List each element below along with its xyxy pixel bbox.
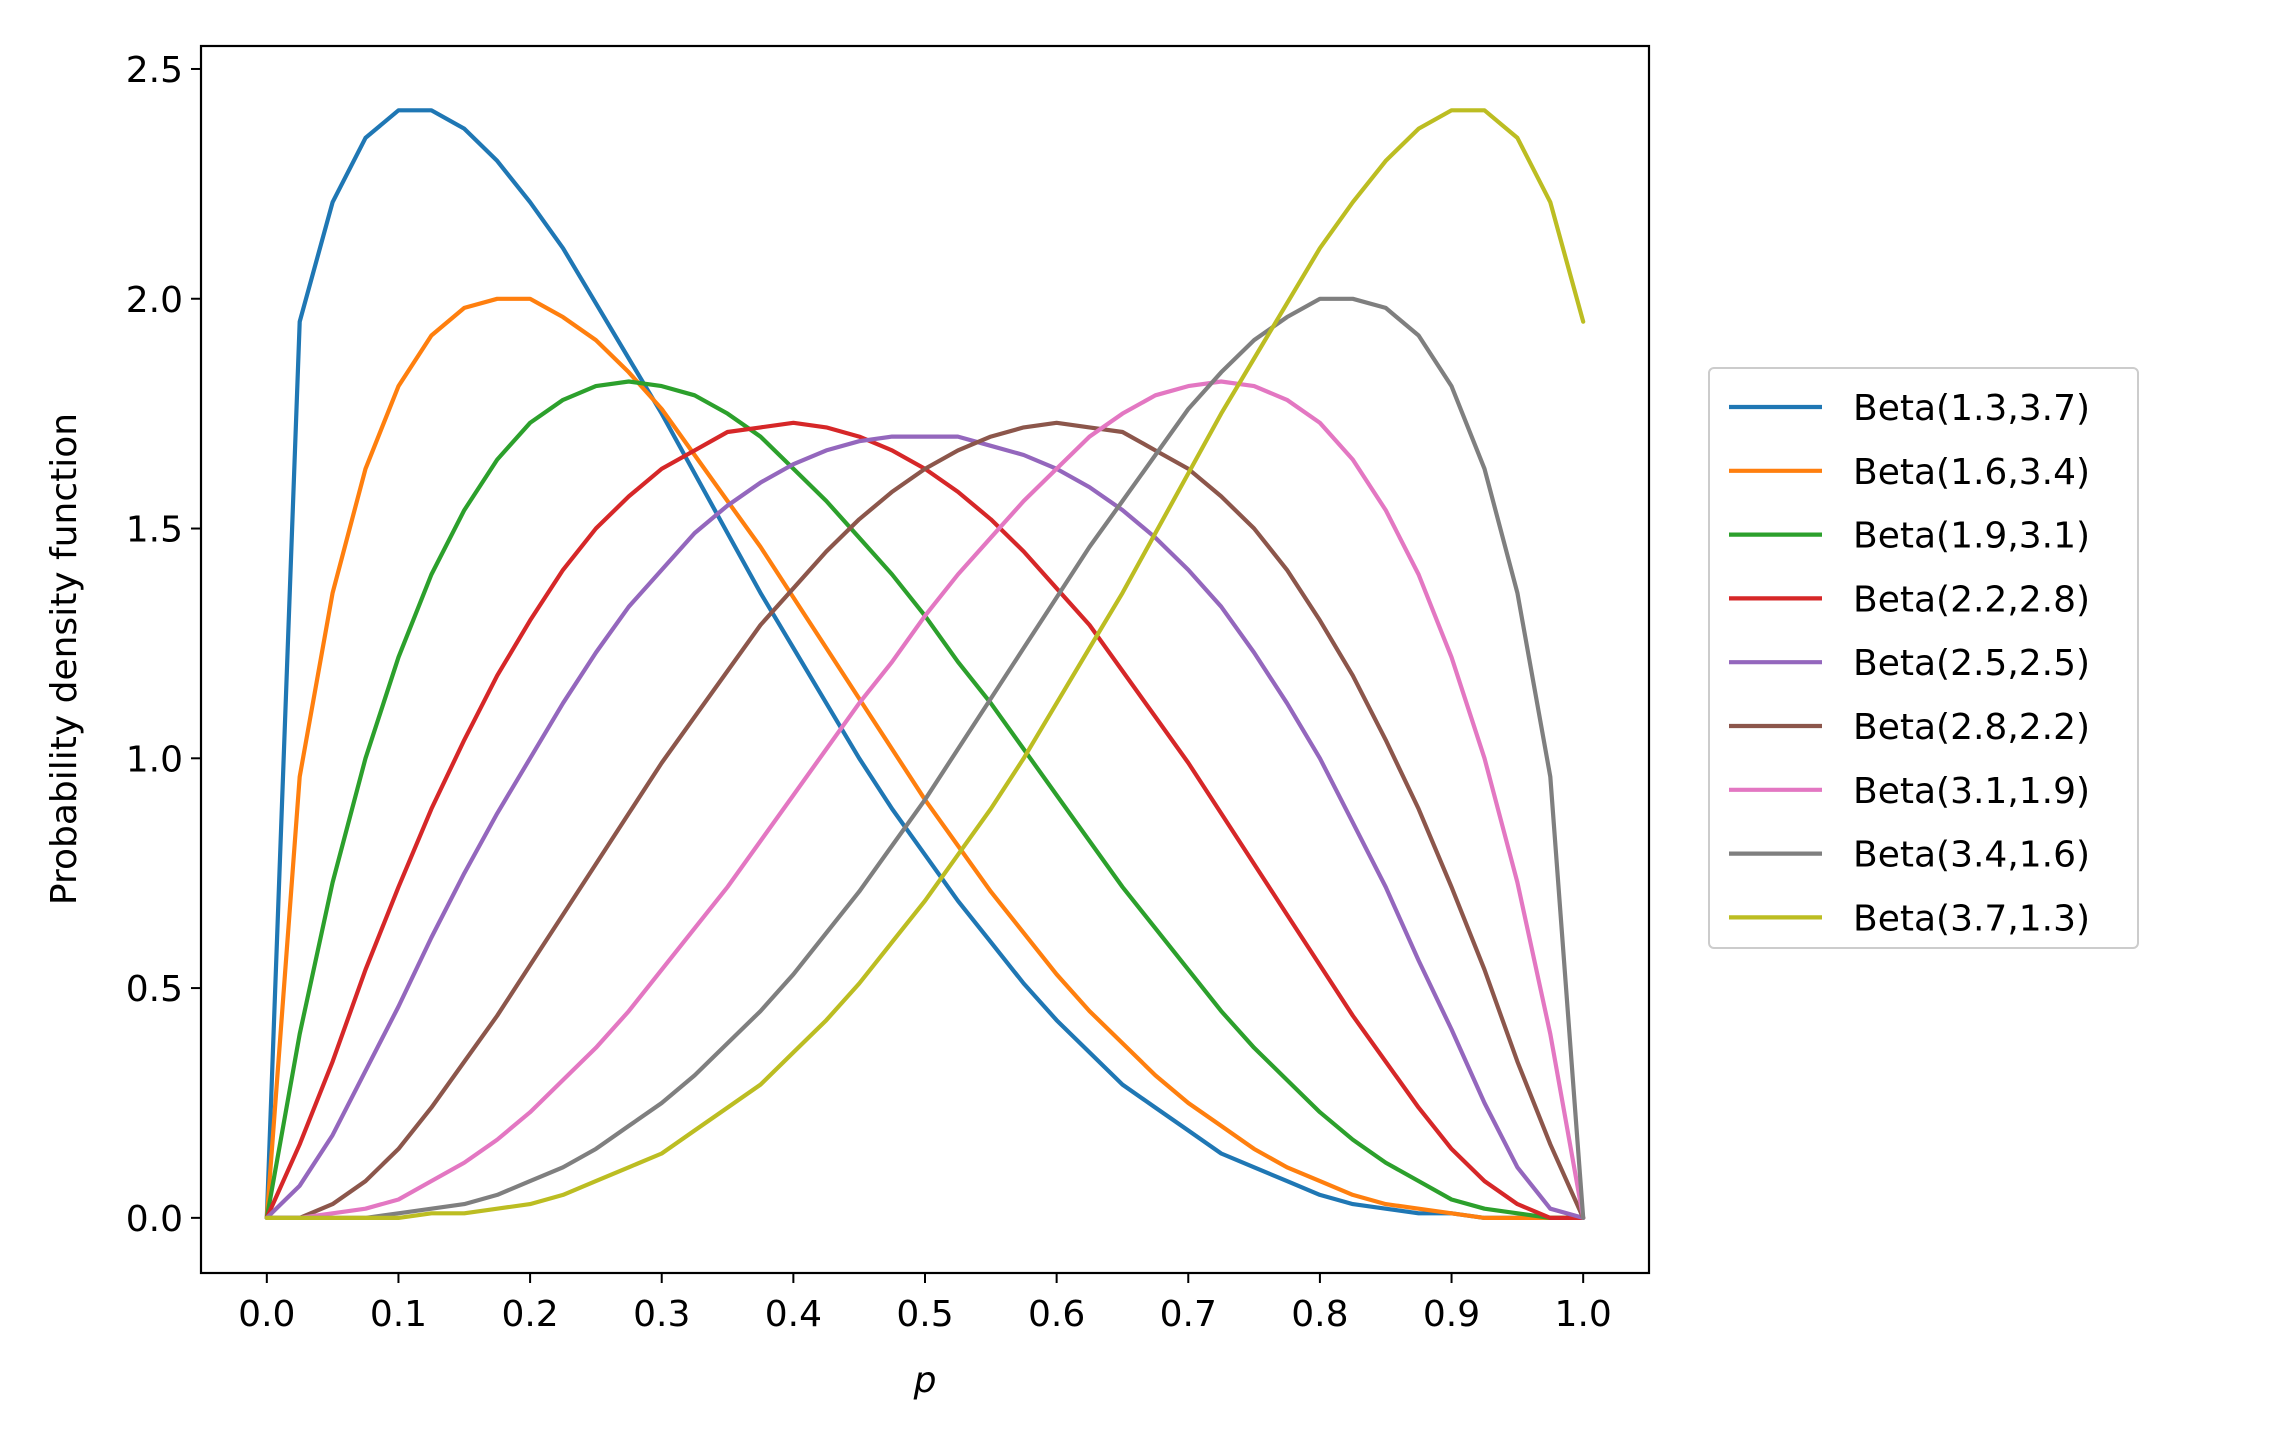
x-tick-label: 0.7	[1160, 1294, 1217, 1335]
x-tick-label: 0.2	[501, 1294, 558, 1335]
x-tick-label: 1.0	[1555, 1294, 1612, 1335]
x-tick-label: 0.0	[238, 1294, 295, 1335]
series-line-6	[264, 420, 1586, 1221]
legend-label: Beta(3.7,1.3)	[1853, 898, 2090, 939]
x-tick-label: 0.3	[633, 1294, 690, 1335]
legend-label: Beta(3.1,1.9)	[1853, 771, 2090, 812]
y-tick-label: 2.0	[126, 280, 183, 321]
x-tick-label: 0.9	[1423, 1294, 1480, 1335]
legend-label: Beta(2.5,2.5)	[1853, 643, 2090, 684]
y-axis: 0.0 0.5 1.0 1.5 2.0 2.5	[126, 50, 201, 1240]
y-tick-label: 1.5	[126, 510, 183, 551]
series-line-5	[264, 434, 1586, 1221]
series-line-9	[264, 108, 1586, 1221]
legend-label: Beta(1.3,3.7)	[1853, 388, 2090, 429]
legend-label: Beta(2.8,2.2)	[1853, 707, 2090, 748]
series-layer	[264, 108, 1586, 1221]
legend-label: Beta(2.2,2.8)	[1853, 579, 2090, 620]
y-tick-label: 0.5	[126, 969, 183, 1010]
series-line-8	[264, 296, 1586, 1221]
x-tick-label: 0.8	[1291, 1294, 1348, 1335]
x-axis-label: p	[913, 1360, 937, 1401]
x-tick-label: 0.1	[370, 1294, 427, 1335]
series-line-1	[264, 108, 1586, 1221]
legend-label: Beta(1.6,3.4)	[1853, 452, 2090, 493]
x-tick-label: 0.4	[765, 1294, 822, 1335]
x-axis: 0.0 0.1 0.2 0.3 0.4 0.5 0.6 0.7 0.8 0.9 1.0	[238, 1273, 1612, 1335]
y-tick-label: 1.0	[126, 739, 183, 780]
y-tick-label: 2.5	[126, 50, 183, 91]
plot-area	[201, 46, 1649, 1273]
y-axis-label: Probability density function	[44, 413, 85, 905]
x-tick-label: 0.6	[1028, 1294, 1085, 1335]
series-line-7	[264, 379, 1586, 1221]
legend-label: Beta(1.9,3.1)	[1853, 516, 2090, 557]
y-tick-label: 0.0	[126, 1199, 183, 1240]
legend-frame	[1708, 367, 2139, 949]
legend: Beta(1.3,3.7) Beta(1.6,3.4) Beta(1.9,3.1) B…	[1708, 367, 2139, 949]
x-tick-label: 0.5	[896, 1294, 953, 1335]
legend-label: Beta(3.4,1.6)	[1853, 835, 2090, 876]
